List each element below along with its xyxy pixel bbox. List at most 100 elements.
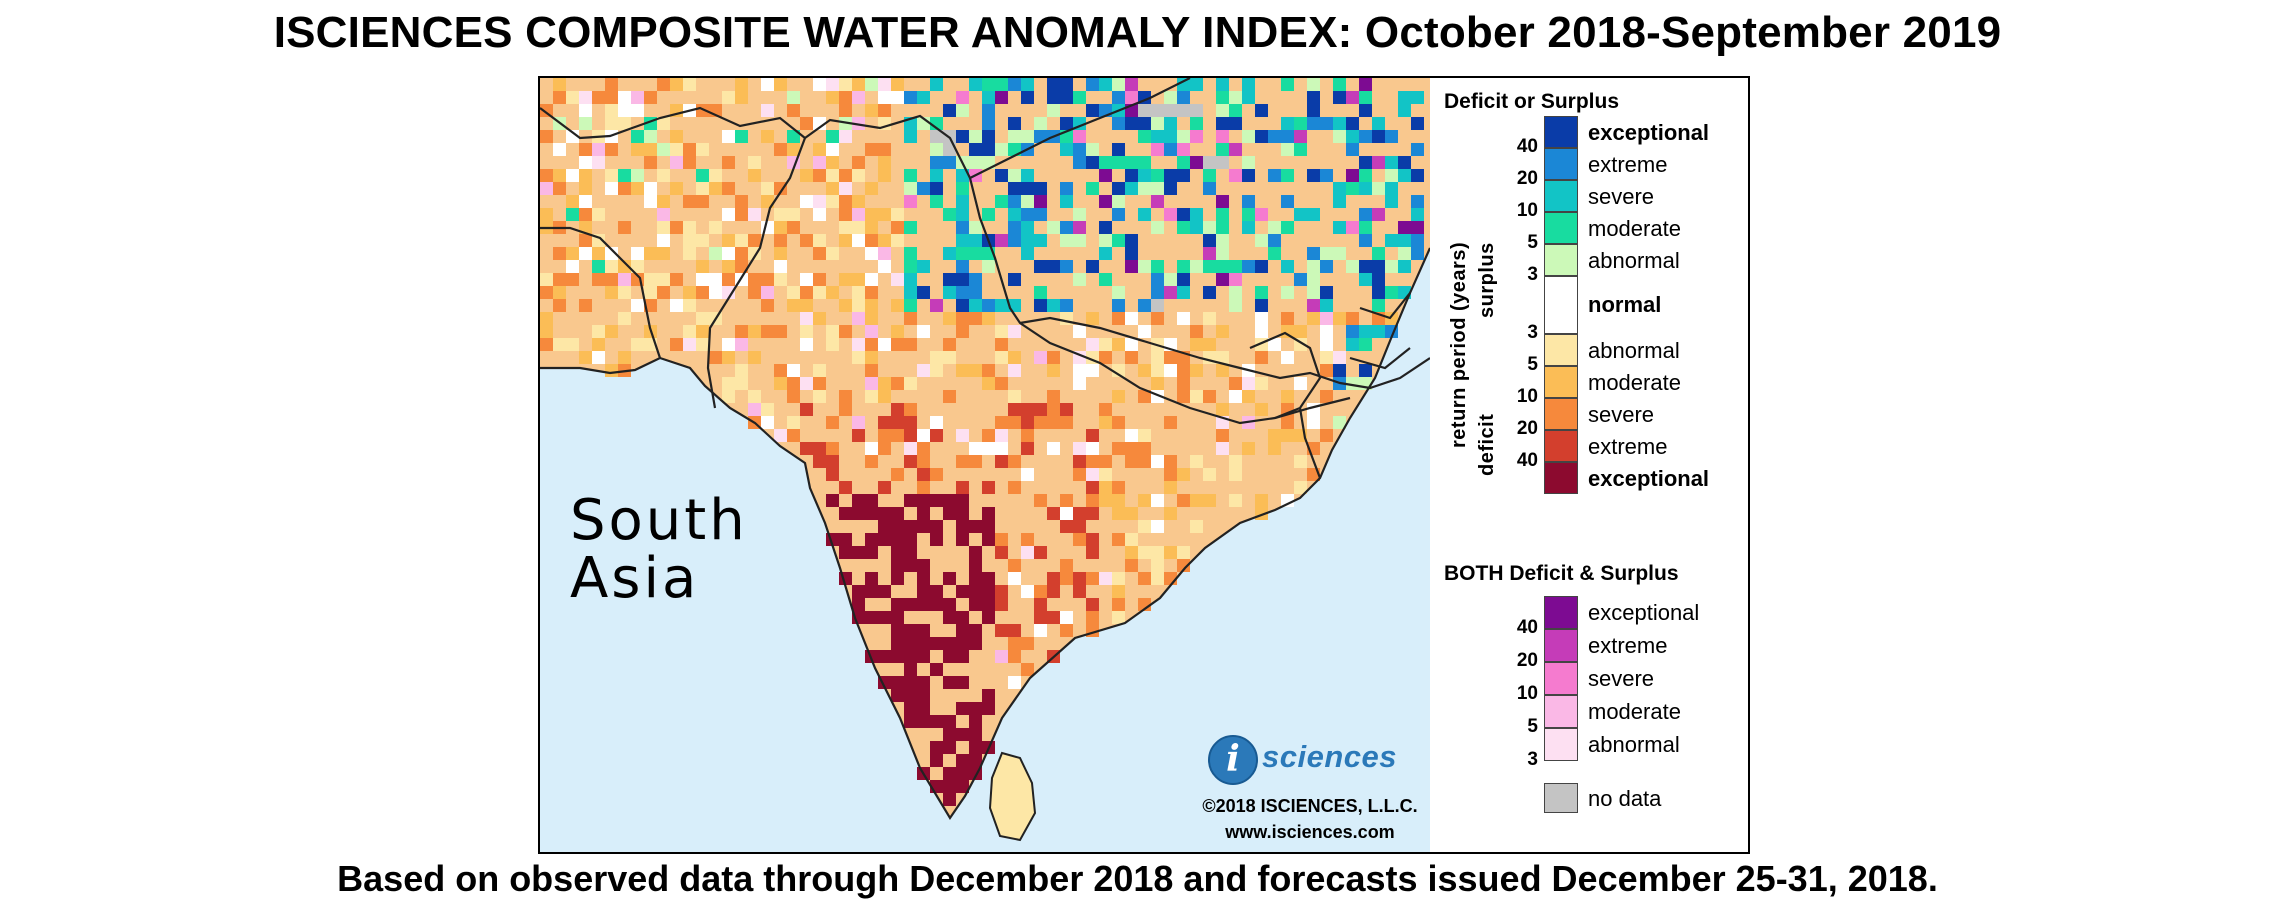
anomaly-cell bbox=[852, 169, 865, 182]
anomaly-cell bbox=[982, 117, 995, 130]
anomaly-cell bbox=[657, 117, 670, 130]
anomaly-cell bbox=[618, 273, 631, 286]
anomaly-cell bbox=[1099, 234, 1112, 247]
anomaly-cell bbox=[826, 156, 839, 169]
anomaly-cell bbox=[1112, 286, 1125, 299]
anomaly-cell bbox=[852, 91, 865, 104]
anomaly-cell bbox=[1060, 78, 1073, 91]
anomaly-cell bbox=[1190, 78, 1203, 91]
anomaly-cell bbox=[839, 208, 852, 221]
anomaly-cell bbox=[540, 182, 553, 195]
anomaly-cell bbox=[1151, 312, 1164, 325]
anomaly-cell bbox=[956, 637, 969, 650]
anomaly-cell bbox=[1164, 507, 1177, 520]
anomaly-cell bbox=[865, 299, 878, 312]
anomaly-cell bbox=[1099, 78, 1112, 91]
anomaly-cell bbox=[1073, 234, 1086, 247]
anomaly-cell bbox=[1320, 312, 1333, 325]
anomaly-cell bbox=[1138, 325, 1151, 338]
anomaly-cell bbox=[735, 338, 748, 351]
anomaly-cell bbox=[657, 286, 670, 299]
anomaly-cell bbox=[904, 247, 917, 260]
anomaly-cell bbox=[1060, 624, 1073, 637]
anomaly-cell bbox=[865, 507, 878, 520]
anomaly-cell bbox=[891, 520, 904, 533]
anomaly-cell bbox=[1021, 637, 1034, 650]
anomaly-cell bbox=[1164, 182, 1177, 195]
anomaly-cell bbox=[904, 182, 917, 195]
anomaly-cell bbox=[1034, 182, 1047, 195]
anomaly-cell bbox=[1099, 572, 1112, 585]
anomaly-cell bbox=[1320, 299, 1333, 312]
anomaly-cell bbox=[1060, 611, 1073, 624]
anomaly-cell bbox=[1255, 403, 1268, 416]
anomaly-cell bbox=[852, 156, 865, 169]
anomaly-cell bbox=[670, 221, 683, 234]
anomaly-cell bbox=[904, 494, 917, 507]
anomaly-cell bbox=[1138, 364, 1151, 377]
anomaly-cell bbox=[761, 325, 774, 338]
anomaly-cell bbox=[982, 130, 995, 143]
anomaly-cell bbox=[735, 364, 748, 377]
anomaly-cell bbox=[761, 78, 774, 91]
anomaly-cell bbox=[605, 325, 618, 338]
anomaly-cell bbox=[1164, 208, 1177, 221]
anomaly-cell bbox=[566, 208, 579, 221]
anomaly-cell bbox=[709, 169, 722, 182]
anomaly-cell bbox=[995, 143, 1008, 156]
anomaly-cell bbox=[566, 273, 579, 286]
anomaly-cell bbox=[1086, 507, 1099, 520]
anomaly-cell bbox=[670, 338, 683, 351]
anomaly-cell bbox=[956, 481, 969, 494]
anomaly-cell bbox=[631, 143, 644, 156]
anomaly-cell bbox=[943, 351, 956, 364]
anomaly-cell bbox=[969, 143, 982, 156]
anomaly-cell bbox=[930, 754, 943, 767]
anomaly-cell bbox=[1177, 494, 1190, 507]
anomaly-cell bbox=[592, 208, 605, 221]
anomaly-cell bbox=[1034, 234, 1047, 247]
anomaly-cell bbox=[852, 208, 865, 221]
anomaly-cell bbox=[930, 494, 943, 507]
anomaly-cell bbox=[813, 377, 826, 390]
anomaly-cell bbox=[566, 169, 579, 182]
anomaly-cell bbox=[1255, 377, 1268, 390]
anomaly-cell bbox=[1008, 572, 1021, 585]
anomaly-cell bbox=[956, 520, 969, 533]
anomaly-cell bbox=[943, 507, 956, 520]
anomaly-cell bbox=[956, 104, 969, 117]
anomaly-cell bbox=[865, 143, 878, 156]
anomaly-cell bbox=[956, 494, 969, 507]
anomaly-cell bbox=[1008, 117, 1021, 130]
anomaly-cell bbox=[800, 117, 813, 130]
anomaly-cell bbox=[904, 442, 917, 455]
anomaly-cell bbox=[1203, 494, 1216, 507]
anomaly-cell bbox=[1346, 221, 1359, 234]
anomaly-cell bbox=[1099, 481, 1112, 494]
anomaly-cell bbox=[592, 338, 605, 351]
anomaly-cell bbox=[1086, 156, 1099, 169]
anomaly-cell bbox=[1034, 494, 1047, 507]
anomaly-cell bbox=[1138, 390, 1151, 403]
anomaly-cell bbox=[1177, 91, 1190, 104]
anomaly-cell bbox=[1333, 364, 1346, 377]
anomaly-cell bbox=[722, 377, 735, 390]
map-legend: Deficit or Surplus return period (years)… bbox=[1430, 78, 1748, 852]
anomaly-cell bbox=[917, 689, 930, 702]
anomaly-cell bbox=[969, 585, 982, 598]
anomaly-cell bbox=[1073, 533, 1086, 546]
anomaly-cell bbox=[1125, 91, 1138, 104]
legend-label-both-exceptional: exceptional bbox=[1588, 600, 1700, 625]
anomaly-cell bbox=[1320, 169, 1333, 182]
legend-label-deficit-exceptional: exceptional bbox=[1588, 466, 1710, 491]
anomaly-cell bbox=[930, 429, 943, 442]
anomaly-cell bbox=[930, 741, 943, 754]
anomaly-cell bbox=[1112, 390, 1125, 403]
anomaly-cell bbox=[579, 247, 592, 260]
anomaly-cell bbox=[618, 104, 631, 117]
anomaly-cell bbox=[982, 611, 995, 624]
anomaly-cell bbox=[1398, 247, 1411, 260]
anomaly-cell bbox=[787, 416, 800, 429]
anomaly-cell bbox=[1086, 429, 1099, 442]
anomaly-cell bbox=[878, 234, 891, 247]
